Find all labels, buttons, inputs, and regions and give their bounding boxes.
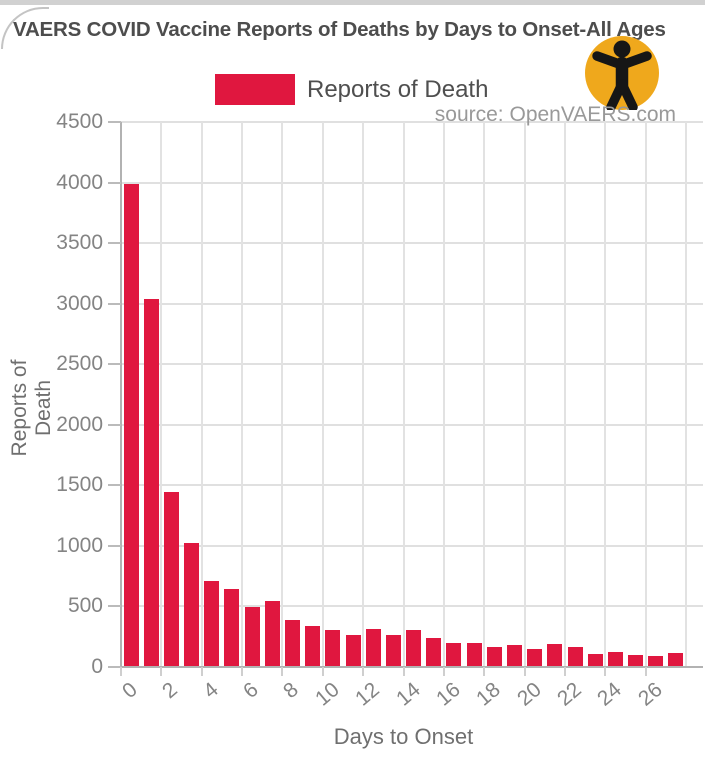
bar-day-9 bbox=[305, 626, 321, 668]
y-tick-label: 4000 bbox=[56, 170, 103, 194]
gridline-h bbox=[121, 121, 703, 123]
bar-day-8 bbox=[285, 619, 301, 668]
y-tick-mark bbox=[108, 302, 121, 305]
bar-day-21 bbox=[547, 643, 563, 668]
bar-day-23 bbox=[587, 654, 603, 668]
chart-plot-area bbox=[121, 122, 687, 668]
bar-day-17 bbox=[466, 642, 482, 668]
y-axis-label: Reports of Death bbox=[8, 359, 55, 457]
gridline-h bbox=[121, 363, 703, 366]
gridline-h bbox=[121, 544, 703, 547]
y-tick-mark bbox=[108, 363, 121, 366]
x-tick-mark bbox=[281, 667, 284, 676]
gridline-v bbox=[160, 122, 163, 668]
bar-day-5 bbox=[224, 589, 240, 668]
openvaers-person-icon bbox=[585, 36, 659, 110]
y-tick-mark bbox=[108, 605, 121, 608]
gridline-v bbox=[281, 122, 284, 668]
bar-day-1 bbox=[143, 298, 159, 668]
y-tick-label: 4500 bbox=[56, 110, 103, 133]
bar-day-6 bbox=[244, 607, 260, 668]
x-tick-mark bbox=[644, 667, 647, 676]
top-edge bbox=[0, 0, 705, 5]
x-tick-mark bbox=[321, 667, 324, 676]
x-tick-mark bbox=[200, 667, 203, 676]
gridline-h bbox=[121, 181, 703, 184]
bar-day-16 bbox=[446, 642, 462, 668]
bar-day-22 bbox=[567, 647, 583, 668]
y-tick-label: 0 bbox=[91, 655, 103, 678]
bar-day-7 bbox=[264, 600, 280, 668]
y-tick-mark bbox=[108, 242, 121, 245]
y-tick-mark bbox=[108, 484, 121, 487]
legend-label: Reports of Death bbox=[307, 76, 489, 103]
x-tick-mark bbox=[563, 667, 566, 676]
y-tick-mark bbox=[108, 544, 121, 547]
bar-day-10 bbox=[325, 629, 341, 668]
page-title: VAERS COVID Vaccine Reports of Deaths by… bbox=[13, 18, 666, 41]
gridline-h bbox=[121, 423, 703, 426]
y-tick-mark bbox=[108, 121, 121, 123]
gridline-v bbox=[442, 122, 445, 668]
x-tick-mark bbox=[362, 667, 365, 676]
x-tick-mark bbox=[120, 667, 122, 676]
gridline-v bbox=[644, 122, 647, 668]
gridline-v bbox=[200, 122, 203, 668]
bar-day-15 bbox=[426, 637, 442, 668]
y-tick-label: 500 bbox=[67, 594, 103, 618]
gridline-v bbox=[362, 122, 365, 668]
y-tick-mark bbox=[108, 181, 121, 184]
bar-day-0 bbox=[123, 183, 139, 668]
gridline-h bbox=[121, 484, 703, 487]
x-tick-mark bbox=[442, 667, 445, 676]
gridline-v bbox=[241, 122, 244, 668]
bar-day-12 bbox=[365, 628, 381, 668]
y-tick-label: 3000 bbox=[56, 291, 103, 315]
bar-day-26 bbox=[648, 655, 664, 668]
gridline-v bbox=[402, 122, 405, 668]
gridline-v bbox=[604, 122, 607, 668]
bar-day-4 bbox=[204, 581, 220, 668]
y-tick-label: 2000 bbox=[56, 412, 103, 436]
bar-day-13 bbox=[385, 635, 401, 668]
bar-day-24 bbox=[607, 652, 623, 668]
gridline-h bbox=[121, 302, 703, 305]
y-tick-label: 1000 bbox=[56, 533, 103, 557]
bar-day-11 bbox=[345, 635, 361, 668]
y-tick-label: 1500 bbox=[56, 473, 103, 497]
bar-day-18 bbox=[486, 647, 502, 668]
gridline-v bbox=[483, 122, 486, 668]
x-tick-mark bbox=[402, 667, 405, 676]
y-axis-line bbox=[120, 122, 122, 668]
gridline-v bbox=[563, 122, 566, 668]
x-axis-label: Days to Onset bbox=[333, 724, 474, 749]
y-tick-mark bbox=[108, 666, 121, 668]
gridline-h bbox=[121, 242, 703, 245]
gridline-h bbox=[121, 605, 703, 608]
bar-day-19 bbox=[506, 644, 522, 668]
x-tick-mark bbox=[523, 667, 526, 676]
horizontal-grid-layer bbox=[121, 121, 703, 667]
bar-day-27 bbox=[668, 653, 684, 668]
bar-day-3 bbox=[184, 543, 200, 668]
legend-swatch bbox=[215, 74, 295, 105]
x-tick-mark bbox=[604, 667, 607, 676]
x-tick-mark bbox=[483, 667, 486, 676]
bar-day-20 bbox=[527, 649, 543, 668]
bar-day-2 bbox=[163, 492, 179, 668]
gridline-v bbox=[523, 122, 526, 668]
y-tick-mark bbox=[108, 423, 121, 426]
gridline-v bbox=[685, 122, 687, 668]
y-tick-label: 2500 bbox=[56, 352, 103, 376]
gridline-v bbox=[321, 122, 324, 668]
source-credit: source: OpenVAERS.com bbox=[434, 103, 676, 126]
bar-day-14 bbox=[406, 630, 422, 668]
bar-day-25 bbox=[628, 655, 644, 668]
x-tick-mark bbox=[160, 667, 163, 676]
x-tick-mark bbox=[241, 667, 244, 676]
logo-figure bbox=[592, 40, 652, 110]
y-tick-label: 3500 bbox=[56, 231, 103, 255]
x-axis-line bbox=[120, 666, 703, 668]
